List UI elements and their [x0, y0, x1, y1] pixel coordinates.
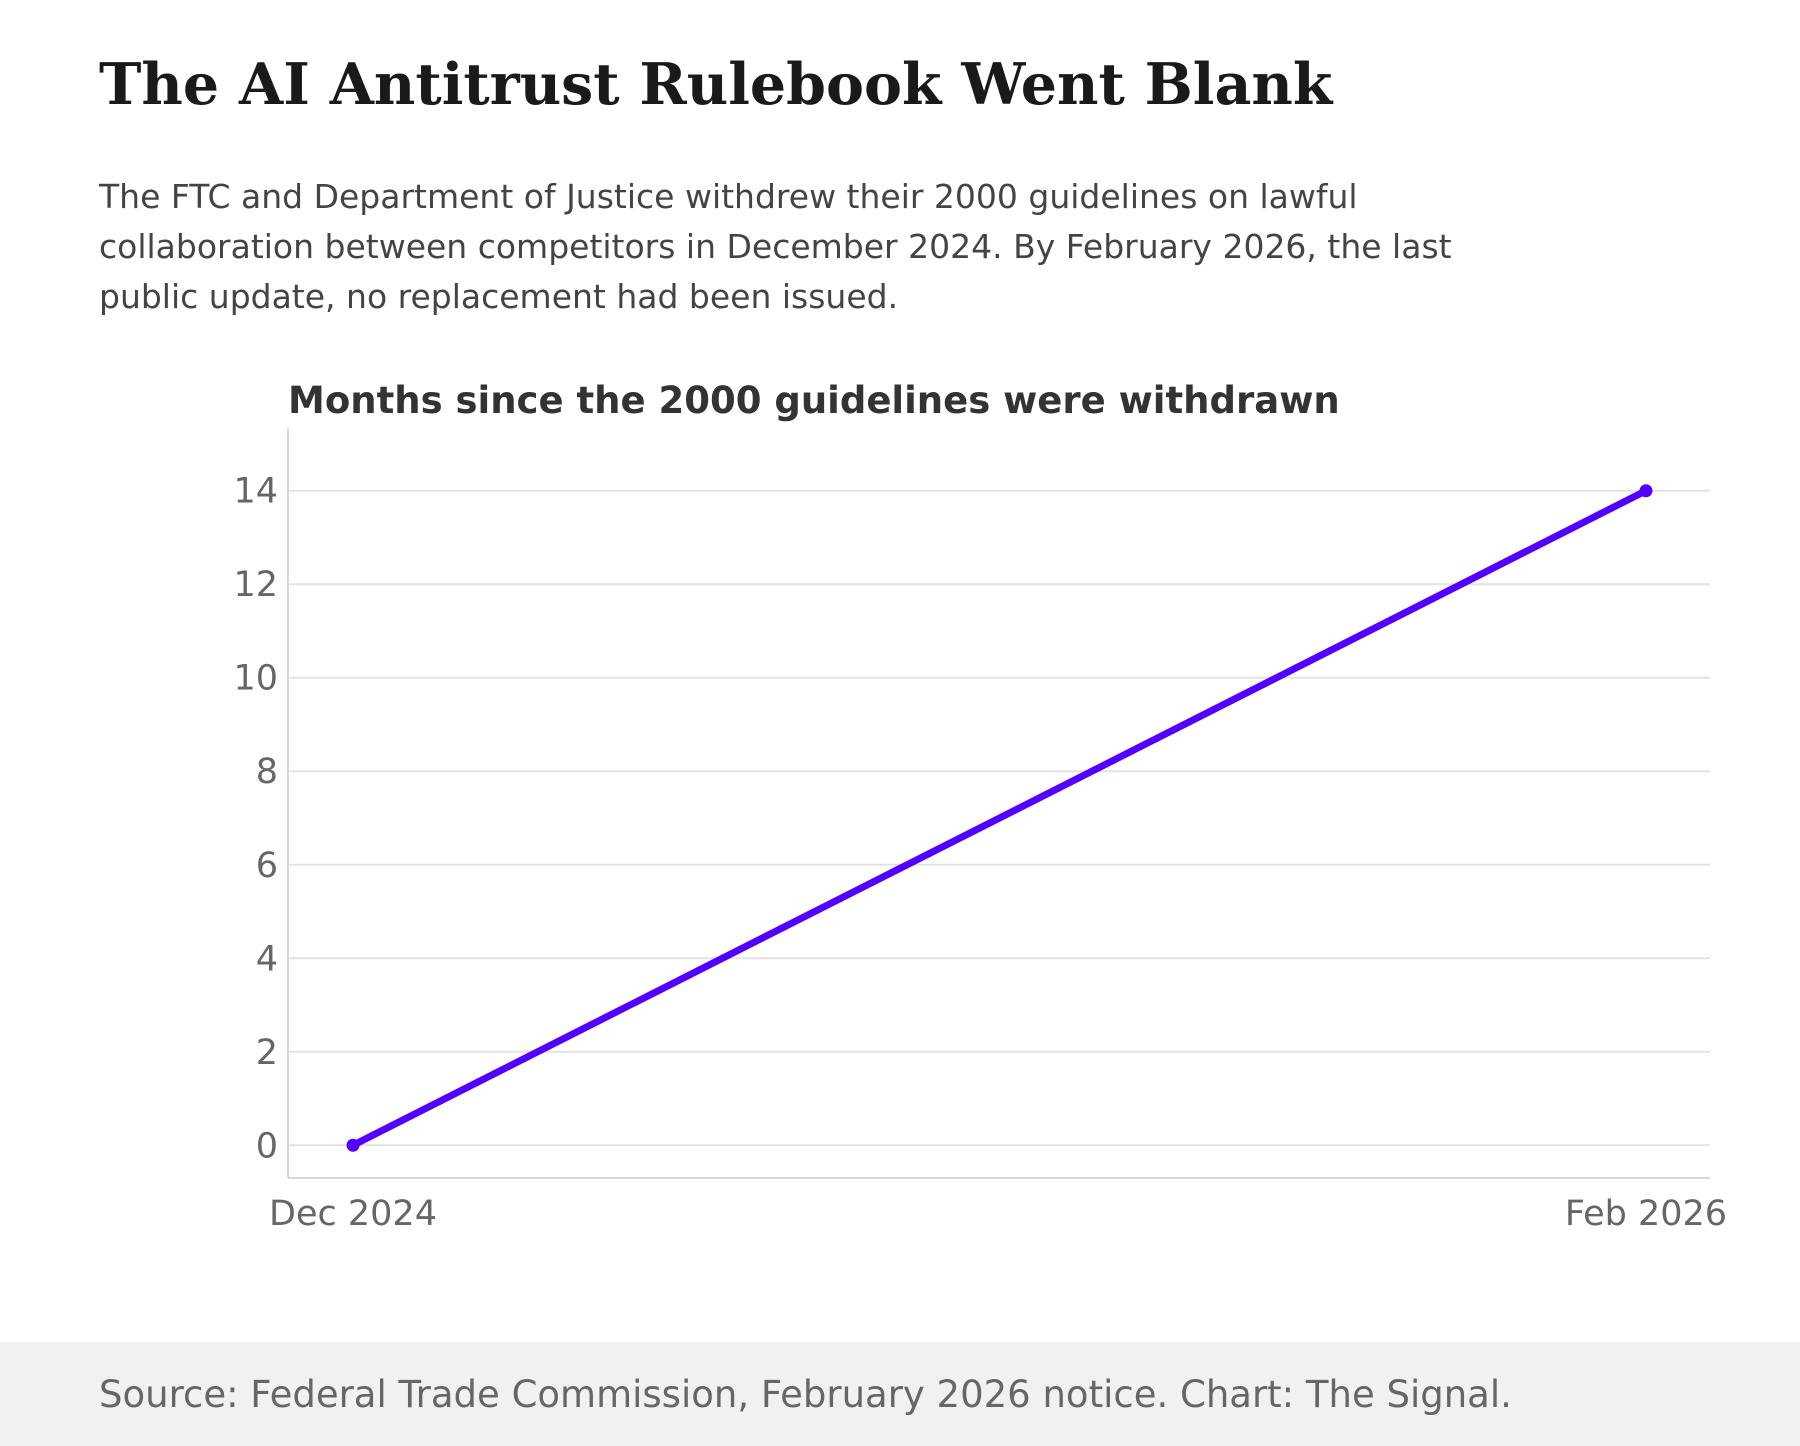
y-tick-label: 10 — [233, 659, 278, 699]
y-axis-ticks: 0 2 4 6 8 10 12 14 — [233, 472, 278, 1167]
chart-title: Months since the 2000 guidelines were wi… — [288, 379, 1340, 422]
x-tick-label: Dec 2024 — [269, 1194, 437, 1234]
axes — [287, 428, 1710, 1179]
y-tick-label: 6 — [256, 846, 278, 886]
line-chart: Months since the 2000 guidelines were wi… — [233, 379, 1727, 1234]
dek: The FTC and Department of Justice withdr… — [99, 177, 1452, 316]
data-point — [1639, 484, 1653, 498]
x-tick-label: Feb 2026 — [1565, 1194, 1727, 1234]
series-layer — [346, 484, 1653, 1152]
gridlines — [288, 489, 1710, 1147]
y-tick-label: 12 — [233, 565, 278, 605]
x-axis-ticks: Dec 2024 Feb 2026 — [269, 1194, 1727, 1234]
source-note: Source: Federal Trade Commission, Februa… — [99, 1373, 1512, 1416]
y-tick-label: 0 — [256, 1126, 278, 1166]
headline: The AI Antitrust Rulebook Went Blank — [99, 51, 1333, 118]
data-point — [346, 1138, 360, 1152]
series-line — [349, 487, 1650, 1149]
y-tick-label: 8 — [256, 752, 278, 792]
y-tick-label: 2 — [256, 1033, 278, 1073]
footer: Source: Federal Trade Commission, Februa… — [0, 1342, 1800, 1446]
y-tick-label: 4 — [256, 939, 278, 979]
y-tick-label: 14 — [233, 472, 278, 512]
